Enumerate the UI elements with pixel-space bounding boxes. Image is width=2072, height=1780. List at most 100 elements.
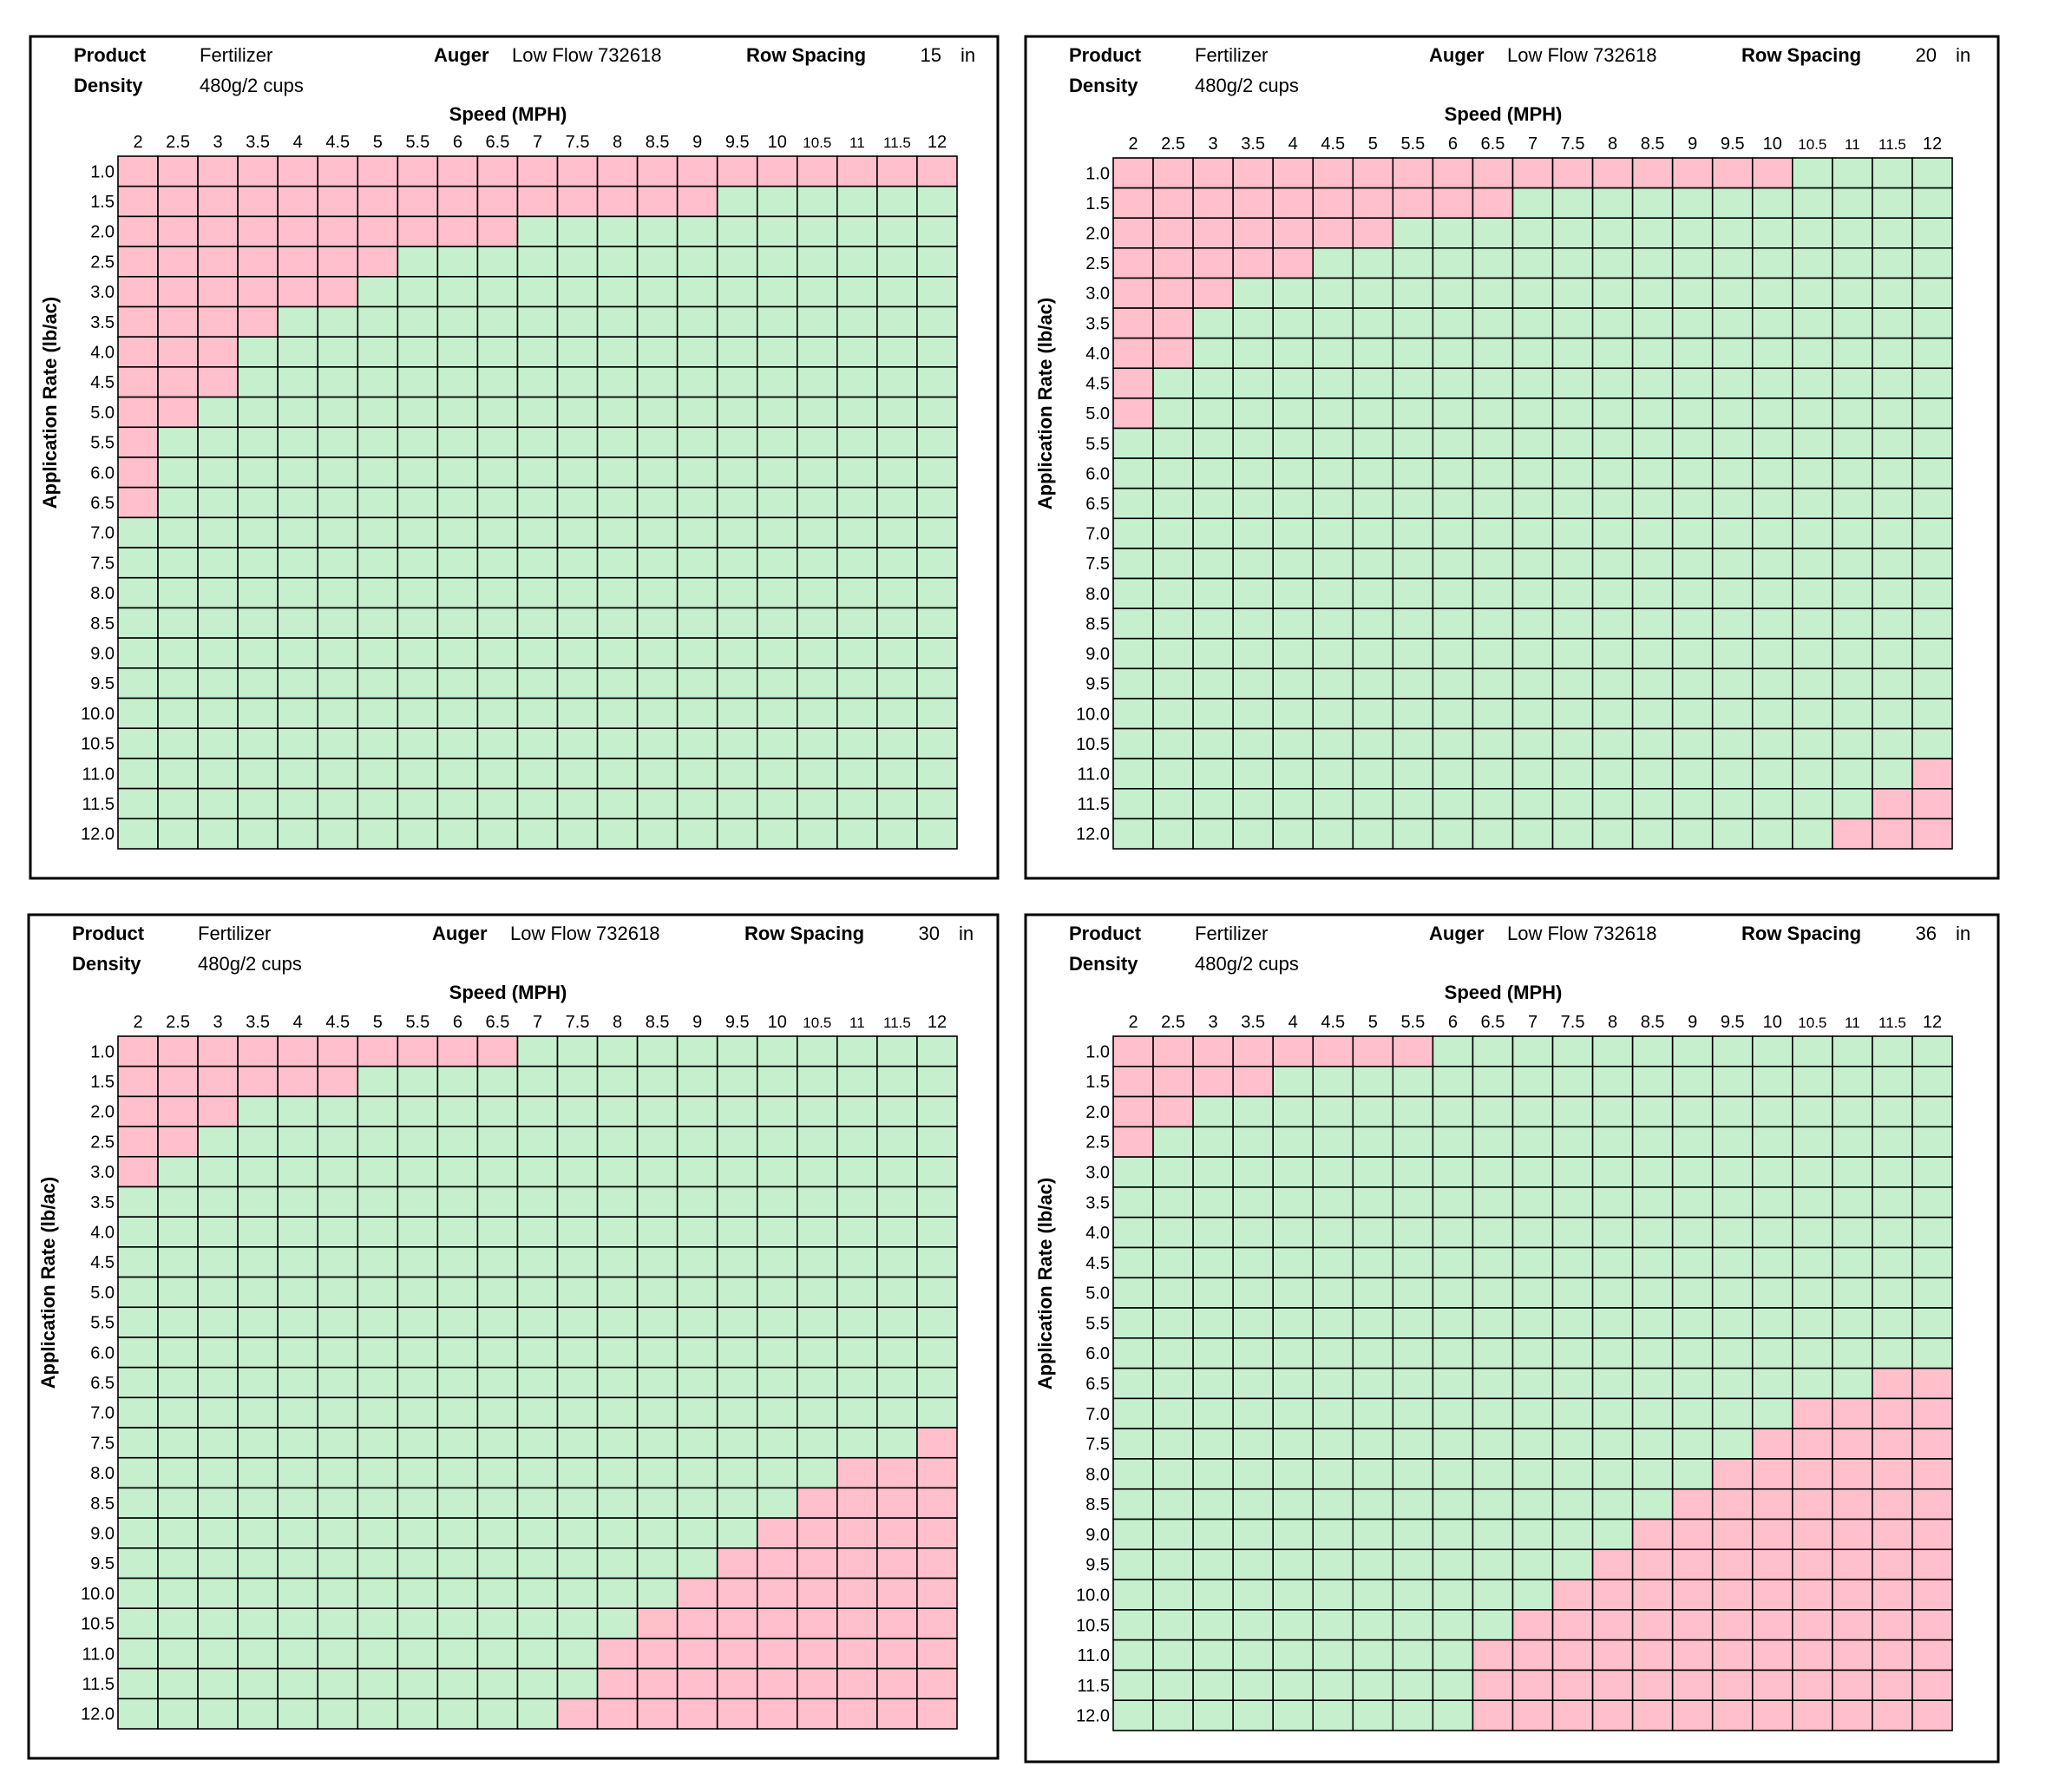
heatmap-cell-in-range xyxy=(556,275,599,308)
heatmap-cell-in-range xyxy=(1591,457,1634,489)
heatmap-cell-in-range xyxy=(1192,1518,1234,1551)
heatmap-cell-out-of-range xyxy=(1591,1579,1634,1611)
heatmap-cell-in-range xyxy=(157,1517,199,1549)
heatmap-cell-in-range xyxy=(476,1337,519,1369)
heatmap-cell-in-range xyxy=(317,697,359,730)
heatmap-cell-in-range xyxy=(916,576,958,609)
heatmap-cell-in-range xyxy=(876,516,918,548)
heatmap-cell-in-range xyxy=(397,1216,439,1248)
heatmap-cell-in-range xyxy=(1591,637,1634,670)
heatmap-cell-in-range xyxy=(197,607,239,639)
heatmap-cell-in-range xyxy=(1832,727,1873,759)
heatmap-cell-in-range xyxy=(1152,1699,1194,1731)
heatmap-cell-out-of-range xyxy=(1832,1609,1873,1641)
heatmap-cell-in-range xyxy=(1631,1367,1674,1400)
heatmap-cell-in-range xyxy=(516,366,559,398)
heatmap-cell-in-range xyxy=(1312,1126,1354,1158)
heatmap-cell-in-range xyxy=(317,1517,359,1549)
x-tick-label: 12 xyxy=(928,1013,947,1032)
heatmap-cell-in-range xyxy=(836,275,878,308)
heatmap-cell-in-range xyxy=(556,697,599,730)
heatmap-cell-in-range xyxy=(1551,818,1594,850)
y-tick-label: 1.0 xyxy=(1085,164,1110,183)
heatmap-cell-in-range xyxy=(436,758,479,790)
heatmap-cell-out-of-range xyxy=(836,1667,878,1700)
heatmap-cell-in-range xyxy=(237,1638,279,1670)
heatmap-cell-out-of-range xyxy=(1432,187,1474,220)
heatmap-cell-in-range xyxy=(556,727,599,759)
heatmap-cell-in-range xyxy=(1591,1126,1634,1158)
heatmap-cell-in-range xyxy=(357,366,399,398)
heatmap-cell-in-range xyxy=(1432,1579,1474,1611)
heatmap-cell-in-range xyxy=(476,1366,519,1399)
heatmap-cell-out-of-range xyxy=(876,1638,918,1670)
heatmap-cell-in-range xyxy=(676,215,718,247)
heatmap-cell-in-range xyxy=(197,1366,239,1399)
heatmap-cell-in-range xyxy=(357,607,399,639)
heatmap-cell-in-range xyxy=(836,426,878,458)
heatmap-cell-in-range xyxy=(716,547,758,579)
product-value: Fertilizer xyxy=(1195,923,1268,944)
heatmap-cell-in-range xyxy=(1232,758,1274,790)
heatmap-cell-in-range xyxy=(556,818,599,850)
x-tick-label: 4 xyxy=(293,133,303,152)
heatmap-cell-in-range xyxy=(1711,1186,1754,1218)
heatmap-cell-out-of-range xyxy=(157,246,199,278)
heatmap-cell-in-range xyxy=(516,396,559,429)
heatmap-cell-in-range xyxy=(516,1155,559,1188)
heatmap-cell-in-range xyxy=(1472,818,1514,850)
heatmap-cell-in-range xyxy=(1872,397,1913,430)
heatmap-cell-out-of-range xyxy=(1751,1458,1793,1490)
x-tick-label: 9 xyxy=(1688,135,1697,154)
heatmap-cell-in-range xyxy=(1751,577,1793,609)
heatmap-cell-in-range xyxy=(476,275,519,308)
heatmap-cell-in-range xyxy=(1872,487,1913,520)
heatmap-cell-in-range xyxy=(277,1427,319,1459)
heatmap-cell-in-range xyxy=(476,547,519,579)
heatmap-cell-in-range xyxy=(1671,548,1714,580)
heatmap-cell-in-range xyxy=(1511,397,1554,430)
heatmap-cell-out-of-range xyxy=(317,155,359,187)
x-tick-label: 10 xyxy=(1763,135,1782,154)
heatmap-cell-in-range xyxy=(1671,517,1714,549)
heatmap-cell-out-of-range xyxy=(797,1607,838,1639)
heatmap-cell-out-of-range xyxy=(1792,1488,1833,1521)
heatmap-cell-out-of-range xyxy=(1472,187,1514,220)
y-tick-label: 10.5 xyxy=(1076,735,1110,754)
heatmap-cell-in-range xyxy=(1312,1579,1354,1611)
heatmap-cell-out-of-range xyxy=(1511,1639,1554,1672)
x-tick-label: 4.5 xyxy=(325,133,350,152)
heatmap-cell-in-range xyxy=(1192,1397,1234,1429)
heatmap-cell-out-of-range xyxy=(357,1035,399,1067)
heatmap-cell-in-range xyxy=(397,275,439,308)
heatmap-cell-in-range xyxy=(237,336,279,368)
heatmap-cell-in-range xyxy=(1352,608,1394,640)
heatmap-cell-out-of-range xyxy=(1872,1548,1913,1580)
heatmap-cell-in-range xyxy=(596,516,639,548)
heatmap-cell-in-range xyxy=(876,1035,918,1067)
heatmap-cell-in-range xyxy=(756,1396,798,1429)
heatmap-cell-in-range xyxy=(716,1065,758,1098)
heatmap-cell-in-range xyxy=(1232,1095,1274,1128)
y-tick-label: 11.5 xyxy=(82,795,115,814)
row-spacing-value: 30 xyxy=(919,923,940,944)
heatmap-cell-in-range xyxy=(157,1216,199,1248)
heatmap-cell-in-range xyxy=(636,787,679,820)
heatmap-cell-in-range xyxy=(277,366,319,398)
heatmap-cell-in-range xyxy=(317,1246,359,1278)
heatmap-cell-in-range xyxy=(197,486,239,519)
heatmap-cell-in-range xyxy=(237,1577,279,1610)
heatmap-cell-out-of-range xyxy=(1671,1609,1714,1641)
heatmap-cell-in-range xyxy=(1591,427,1634,459)
heatmap-cell-in-range xyxy=(1272,1065,1315,1098)
heatmap-cell-out-of-range xyxy=(1751,1609,1793,1641)
heatmap-cell-in-range xyxy=(1352,698,1394,730)
heatmap-cell-in-range xyxy=(876,1246,918,1278)
heatmap-cell-in-range xyxy=(556,366,599,398)
heatmap-cell-in-range xyxy=(596,305,639,338)
heatmap-cell-out-of-range xyxy=(1792,1428,1833,1460)
heatmap-cell-in-range xyxy=(756,336,798,368)
heatmap-cell-in-range xyxy=(397,305,439,338)
heatmap-cell-out-of-range xyxy=(1911,758,1953,790)
